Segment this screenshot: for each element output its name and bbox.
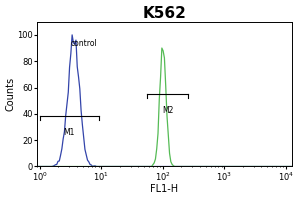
Text: M2: M2 <box>162 106 173 115</box>
X-axis label: FL1-H: FL1-H <box>150 184 178 194</box>
Title: K562: K562 <box>142 6 186 21</box>
Text: M1: M1 <box>64 128 75 137</box>
Y-axis label: Counts: Counts <box>6 77 16 111</box>
Text: control: control <box>71 39 98 48</box>
